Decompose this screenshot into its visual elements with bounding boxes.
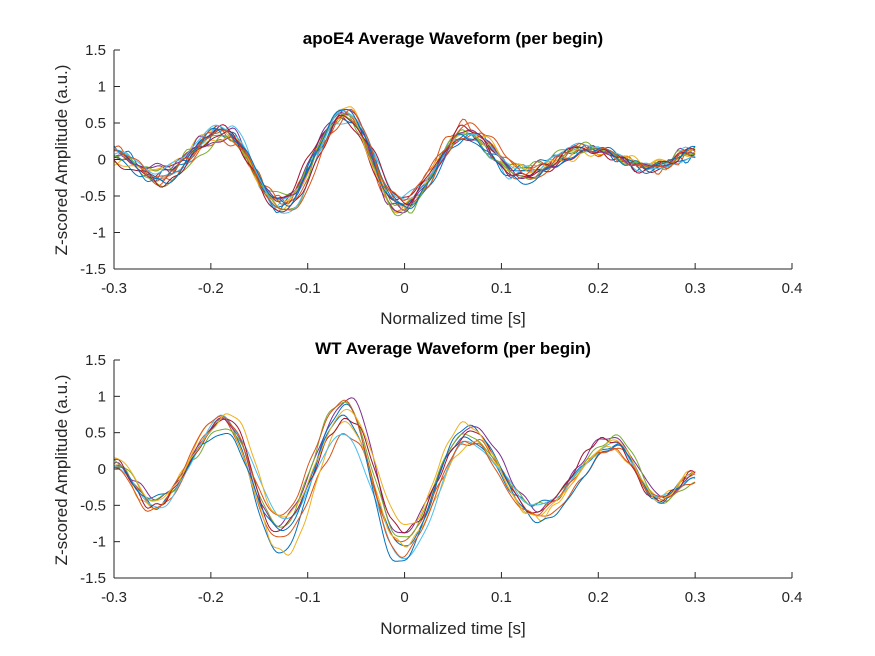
wt-series-line — [113, 408, 696, 526]
wt-title: WT Average Waveform (per begin) — [315, 339, 591, 358]
wt-x-tick-label: -0.3 — [101, 589, 127, 606]
apoe4-y-tick-label: 1.5 — [85, 42, 106, 59]
wt-y-tick-label: 0 — [98, 461, 106, 478]
apoe4-x-tick-label: -0.2 — [198, 280, 224, 297]
wt-y-tick-label: -1 — [93, 534, 106, 551]
wt-x-ticks: -0.3 -0.2 -0.1 0 0.1 0.2 0.3 0.4 — [101, 572, 802, 606]
wt-x-tick-label: -0.2 — [198, 589, 224, 606]
apoe4-x-tick-label: 0 — [400, 280, 408, 297]
apoe4-y-tick-label: 1 — [98, 79, 106, 96]
wt-xlabel: Normalized time [s] — [380, 619, 525, 638]
apoe4-ylabel: Z-scored Amplitude (a.u.) — [52, 65, 71, 256]
wt-y-tick-label: -0.5 — [80, 497, 106, 514]
wt-series-line — [113, 401, 696, 538]
wt-y-tick-label: 1.5 — [85, 352, 106, 369]
wt-x-tick-label: 0.4 — [782, 589, 803, 606]
apoe4-y-ticks: -1.5 -1 -0.5 0 0.5 1 1.5 — [80, 42, 120, 278]
apoe4-y-tick-label: -1 — [93, 225, 106, 242]
wt-y-ticks: -1.5 -1 -0.5 0 0.5 1 1.5 — [80, 352, 120, 587]
apoe4-x-ticks: -0.3 -0.2 -0.1 0 0.1 0.2 0.3 0.4 — [101, 263, 802, 297]
apoe4-series-line — [113, 108, 696, 214]
apoe4-x-tick-label: 0.2 — [588, 280, 609, 297]
apoe4-x-tick-label: 0.3 — [685, 280, 706, 297]
apoe4-title: apoE4 Average Waveform (per begin) — [303, 29, 603, 48]
wt-ylabel: Z-scored Amplitude (a.u.) — [52, 375, 71, 566]
apoe4-y-tick-label: -1.5 — [80, 261, 106, 278]
apoe4-x-tick-label: -0.1 — [295, 280, 321, 297]
apoe4-y-tick-label: 0 — [98, 152, 106, 169]
wt-x-tick-label: 0 — [400, 589, 408, 606]
apoe4-series-line — [113, 106, 696, 214]
wt-x-tick-label: 0.3 — [685, 589, 706, 606]
wt-y-tick-label: -1.5 — [80, 570, 106, 587]
apoe4-xlabel: Normalized time [s] — [380, 309, 525, 328]
apoe4-x-tick-label: -0.3 — [101, 280, 127, 297]
apoe4-series-line — [113, 110, 696, 214]
apoe4-x-tick-label: 0.4 — [782, 280, 803, 297]
apoe4-y-tick-label: -0.5 — [80, 188, 106, 205]
apoe4-series-line — [113, 108, 696, 209]
wt-series-line — [113, 399, 696, 559]
wt-x-tick-label: -0.1 — [295, 589, 321, 606]
wt-y-tick-label: 0.5 — [85, 425, 106, 442]
apoe4-series-line — [113, 108, 696, 211]
wt-series-line — [113, 403, 696, 562]
apoe4-axes: apoE4 Average Waveform (per begin) -0.3-… — [52, 29, 802, 328]
wt-series-line — [113, 417, 696, 534]
wt-x-tick-label: 0.1 — [491, 589, 512, 606]
apoe4-series-group — [113, 106, 696, 217]
wt-x-tick-label: 0.2 — [588, 589, 609, 606]
wt-series-group — [113, 397, 696, 562]
apoe4-y-tick-label: 0.5 — [85, 115, 106, 132]
apoe4-series-line — [113, 112, 696, 217]
wt-axes: WT Average Waveform (per begin) -0.3 -0.2… — [52, 339, 802, 638]
wt-y-tick-label: 1 — [98, 388, 106, 405]
apoe4-series-line — [113, 114, 696, 213]
apoe4-x-tick-label: 0.1 — [491, 280, 512, 297]
